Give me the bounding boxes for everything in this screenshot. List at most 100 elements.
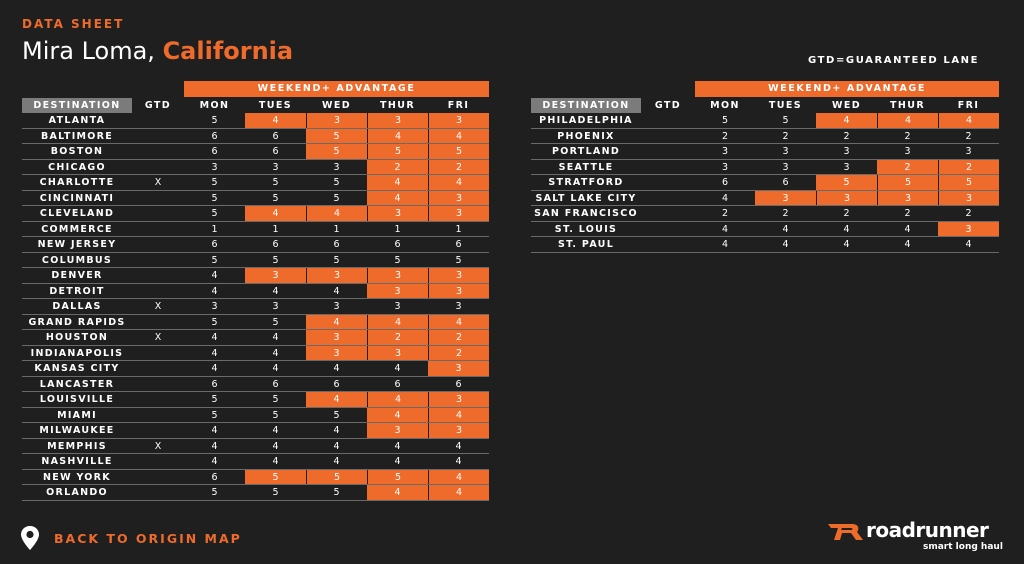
mon-cell: 4 — [211, 332, 218, 343]
table-row: HOUSTON X 4 4 3 2 2 — [22, 330, 489, 346]
roadrunner-logo: roadrunner smart long haul — [826, 518, 1004, 556]
back-to-origin-map-label: BACK TO ORIGIN MAP — [54, 530, 242, 546]
col-destination: DESTINATION — [22, 98, 132, 113]
wed-cell: 6 — [333, 239, 340, 250]
gtd-cell — [641, 206, 695, 221]
wed-cell: 3 — [333, 301, 340, 312]
mon-cell: 6 — [721, 177, 729, 188]
wed-cell: 5 — [333, 254, 340, 266]
gtd-cell — [132, 144, 184, 159]
gtd-cell — [132, 423, 184, 438]
table-row: KANSAS CITY 4 4 4 4 3 — [22, 361, 489, 377]
gtd-cell — [132, 268, 184, 283]
mon-cell: 4 — [211, 456, 218, 467]
right-table-body: PHILADELPHIA 5 5 4 4 4 PHOENIX 2 2 2 2 2 PORTLAND 3 3 3… — [531, 113, 999, 253]
destination-cell: SAN FRANCISCO — [534, 208, 638, 219]
wed-cell: 5 — [306, 144, 367, 159]
gtd-cell — [132, 485, 184, 500]
right-column-header-row: DESTINATION GTD MON TUES WED THUR FRI — [531, 98, 999, 113]
destination-cell: LANCASTER — [39, 378, 115, 390]
destination-cell: ORLANDO — [46, 487, 108, 498]
thur-cell: 4 — [367, 128, 428, 143]
gtd-cell — [641, 175, 695, 190]
tues-cell: 3 — [755, 190, 816, 205]
tues-cell: 5 — [272, 192, 279, 204]
wed-cell: 5 — [333, 192, 340, 204]
thur-cell: 5 — [367, 469, 428, 484]
thur-cell: 3 — [367, 206, 428, 221]
destination-cell: CINCINNATI — [39, 192, 115, 204]
gtd-cell — [641, 129, 695, 144]
gtd-cell — [641, 237, 695, 252]
mon-cell: 5 — [211, 192, 218, 204]
gtd-cell — [641, 160, 695, 175]
gtd-cell — [132, 206, 184, 221]
fri-cell: 5 — [428, 144, 489, 159]
tues-cell: 4 — [245, 113, 306, 128]
thur-cell: 3 — [367, 423, 428, 438]
gtd-cell — [641, 191, 695, 206]
mon-cell: 6 — [211, 146, 218, 157]
left-column-header-row: DESTINATION GTD MON TUES WED THUR FRI — [22, 98, 489, 113]
wed-cell: 5 — [333, 177, 340, 188]
wed-cell: 3 — [306, 345, 367, 360]
wed-cell: 3 — [816, 190, 877, 205]
wed-cell: 4 — [333, 363, 340, 374]
table-row: LANCASTER 6 6 6 6 6 — [22, 377, 489, 392]
right-weekend-advantage-header: WEEKEND+ ADVANTAGE — [695, 81, 999, 97]
mon-cell: 5 — [211, 394, 218, 405]
destination-cell: ST. LOUIS — [554, 223, 618, 235]
wed-cell: 4 — [333, 440, 340, 452]
destination-cell: PHOENIX — [557, 130, 615, 142]
wed-cell: 2 — [843, 130, 850, 142]
table-row: MIAMI 5 5 5 4 4 — [22, 407, 489, 423]
table-row: DENVER 4 3 3 3 3 — [22, 268, 489, 284]
thur-cell: 4 — [367, 190, 428, 205]
col-wed: WED — [306, 98, 367, 113]
fri-cell: 3 — [428, 283, 489, 298]
fri-cell: 4 — [938, 113, 999, 128]
destination-cell: HOUSTON — [45, 332, 109, 343]
destination-cell: MILWAUKEE — [39, 425, 115, 436]
mon-cell: 5 — [211, 115, 218, 126]
table-row: MEMPHIS X 4 4 4 4 4 — [22, 439, 489, 454]
destination-cell: CHARLOTTE — [39, 177, 115, 188]
back-to-origin-map-link[interactable]: BACK TO ORIGIN MAP — [20, 525, 242, 551]
fri-cell: 2 — [965, 208, 972, 219]
thur-cell: 4 — [394, 440, 401, 452]
mon-cell: 4 — [211, 425, 218, 436]
table-row: GRAND RAPIDS 5 5 4 4 4 — [22, 314, 489, 330]
mon-cell: 4 — [721, 223, 729, 235]
table-row: PHOENIX 2 2 2 2 2 — [531, 129, 999, 144]
mon-cell: 5 — [211, 409, 218, 421]
destination-cell: BOSTON — [50, 146, 104, 157]
col-thur: THUR — [367, 98, 428, 113]
wed-cell: 4 — [816, 113, 877, 128]
wed-cell: 3 — [306, 330, 367, 345]
col-tues: TUES — [245, 98, 306, 113]
fri-cell: 4 — [455, 456, 462, 467]
thur-cell: 3 — [877, 190, 938, 205]
destination-cell: ATLANTA — [48, 115, 106, 126]
table-row: NASHVILLE 4 4 4 4 4 — [22, 454, 489, 470]
destination-cell: COLUMBUS — [41, 254, 113, 266]
col-thur: THUR — [877, 98, 938, 113]
thur-cell: 3 — [367, 283, 428, 298]
destination-cell: INDIANAPOLIS — [30, 347, 124, 359]
left-table: WEEKEND+ ADVANTAGE DESTINATION GTD MON T… — [22, 81, 489, 506]
table-row: MILWAUKEE 4 4 4 3 3 — [22, 423, 489, 439]
tues-cell: 5 — [272, 316, 279, 328]
mon-cell: 4 — [721, 239, 729, 250]
left-table-body: ATLANTA 5 4 3 3 3 BALTIMORE 6 6 5 4 4 BOSTON 6 6 5 5 5 CHI… — [22, 113, 489, 501]
table-row: COLUMBUS 5 5 5 5 5 — [22, 253, 489, 268]
wed-cell: 4 — [843, 239, 850, 250]
fri-cell: 3 — [428, 113, 489, 128]
table-row: DALLAS X 3 3 3 3 3 — [22, 299, 489, 315]
tues-cell: 4 — [272, 347, 279, 359]
title-city: Mira Loma, — [22, 37, 163, 65]
mon-cell: 5 — [211, 208, 218, 219]
mon-cell: 4 — [211, 270, 218, 281]
mon-cell: 5 — [211, 177, 218, 188]
gtd-cell — [132, 392, 184, 407]
tues-cell: 4 — [272, 456, 279, 467]
